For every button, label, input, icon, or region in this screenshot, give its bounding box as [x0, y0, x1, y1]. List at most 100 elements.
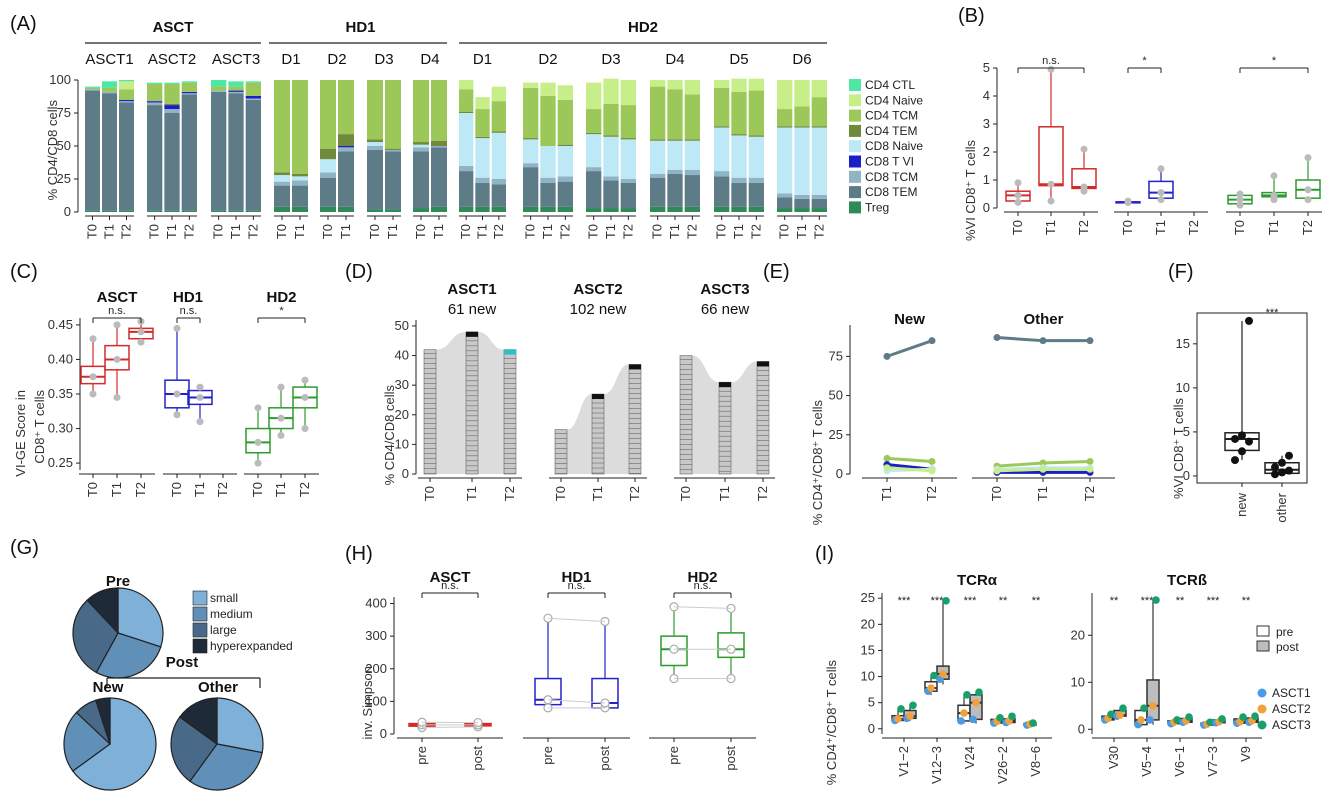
I-y-tick-label: 20: [1071, 627, 1085, 642]
B-data-point: [1047, 180, 1055, 188]
A-bar-segment: [811, 194, 827, 199]
F-data-point: [1285, 466, 1293, 475]
A-x-tick-label: T2: [620, 224, 635, 239]
I-data-point: [1137, 716, 1145, 724]
A-bar-segment: [540, 182, 556, 207]
C-data-point: [173, 390, 181, 398]
A-x-tick-label: T2: [811, 224, 826, 239]
C-data-point: [196, 418, 204, 426]
C-ylabel-line2: CD8⁺ T cells: [32, 390, 47, 464]
A-bar-segment: [650, 173, 666, 178]
C-data-point: [301, 376, 309, 384]
I-data-point: [969, 715, 977, 724]
A-bar-segment: [211, 90, 227, 92]
A-bar-segment: [164, 210, 180, 212]
F-plot-frame: [1196, 312, 1308, 484]
A-bar-segment: [540, 177, 556, 183]
A-legend-swatch: [849, 94, 861, 107]
A-bar-segment: [620, 182, 636, 209]
C-y-tick-label: 0.45: [48, 317, 73, 332]
A-bar-segment: [85, 210, 100, 212]
I-data-point: [894, 715, 902, 723]
A-x-tick-label: T0: [650, 224, 665, 239]
G-other-slice: [189, 743, 263, 791]
C-x-tick-label: T2: [297, 482, 312, 497]
I-data-point: [927, 684, 935, 692]
G-legend-label: large: [210, 623, 237, 637]
A-bar-segment: [119, 80, 134, 82]
A-bar-segment: [211, 86, 227, 91]
A-bar-segment: [320, 148, 336, 160]
I-significance: **: [1110, 595, 1119, 607]
A-bar-segment: [164, 113, 180, 211]
E-data-point: [1086, 457, 1094, 465]
A-bar-segment: [620, 179, 636, 183]
A-bar-segment: [102, 210, 117, 212]
A-bar-segment: [274, 175, 290, 182]
G-pre-slice: [86, 587, 119, 635]
A-x-tick-label: T1: [540, 224, 555, 239]
A-x-tick-label: T1: [667, 224, 682, 239]
A-bar-segment: [603, 135, 619, 137]
D-x-tick-label: T2: [502, 486, 517, 501]
A-bar-segment: [748, 78, 764, 91]
A-bar-segment: [667, 206, 683, 212]
A-bar-segment: [667, 139, 683, 141]
A-bar-segment: [147, 102, 163, 106]
A-x-tick-label: T1: [731, 224, 746, 239]
B-data-point: [1124, 197, 1132, 205]
E-y-tick-label: 0: [836, 466, 843, 481]
C-data-point: [113, 393, 121, 401]
I-x-tick-label: V7−3: [1205, 746, 1220, 777]
I-x-tick-label: V26−2: [995, 746, 1010, 784]
I-data-point: [1119, 704, 1127, 712]
C-data-point: [196, 393, 204, 401]
A-subject-label: D2: [538, 51, 557, 68]
A-x-tick-label: T0: [320, 224, 335, 239]
E-data-point: [993, 334, 1001, 342]
A-bar-segment: [413, 80, 429, 143]
A-bar-segment: [748, 177, 764, 183]
A-bar-segment: [119, 99, 134, 102]
G-other-slice: [170, 716, 218, 783]
A-bar-segment: [557, 144, 573, 146]
B-data-point: [1236, 201, 1244, 209]
B-y-tick-label: 1: [983, 172, 990, 187]
B-data-point: [1157, 189, 1165, 197]
I-data-point: [906, 712, 914, 721]
D-x-tick-label: T1: [464, 486, 479, 501]
A-x-tick-label: T1: [385, 224, 400, 239]
I-group-title: TCRα: [957, 572, 998, 589]
A-legend-label: CD4 CTL: [865, 78, 915, 92]
A-x-tick-label: T2: [181, 224, 196, 239]
F-data-point: [1285, 451, 1293, 460]
A-bar-segment: [385, 151, 401, 210]
A-bar-segment: [586, 132, 602, 135]
A-bar-segment: [714, 127, 730, 172]
I-legend-point-label: ASCT1: [1272, 686, 1311, 700]
A-bar-segment: [714, 206, 730, 212]
A-subject-label: D5: [729, 51, 748, 68]
C-y-tick-label: 0.35: [48, 386, 73, 401]
A-bar-segment: [85, 90, 100, 211]
A-bar-segment: [367, 142, 383, 146]
A-bar-segment: [523, 206, 539, 212]
A-bar-segment: [794, 194, 810, 199]
H-group-title: ASCT: [430, 569, 471, 586]
panel-letter-F: (F): [1168, 261, 1194, 283]
D-clone-bar: [465, 331, 479, 475]
H-pair-line: [673, 606, 732, 609]
A-bar-segment: [431, 140, 447, 146]
I-significance: ***: [964, 595, 978, 607]
A-bar-segment: [586, 134, 602, 168]
A-x-tick-label: T0: [147, 224, 162, 239]
A-bar-segment: [385, 80, 401, 149]
A-bar-segment: [586, 208, 602, 212]
A-subject-label: D2: [327, 51, 346, 68]
A-y-tick-label: 0: [64, 204, 71, 219]
E-y-tick-label: 25: [829, 427, 843, 442]
C-data-point: [254, 438, 262, 446]
A-bar-segment: [245, 210, 261, 212]
I-x-tick-label: V5−4: [1139, 746, 1154, 777]
I-data-point: [1218, 715, 1226, 723]
